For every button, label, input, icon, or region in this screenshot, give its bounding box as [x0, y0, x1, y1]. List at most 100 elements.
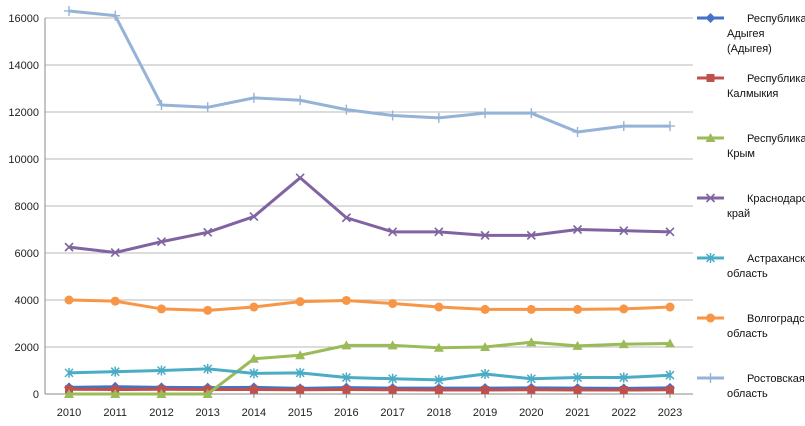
series-line: [68, 387, 671, 392]
legend-marker: [705, 13, 716, 23]
data-point: [203, 227, 213, 237]
data-point: [387, 110, 398, 121]
data-point: [434, 374, 444, 385]
series-line: [68, 9, 670, 134]
x-axis: 2010 2011 2012 2013 2014 2015 2016 2017 2018 2019…: [57, 394, 682, 419]
data-point: [480, 304, 490, 314]
data-point: [573, 386, 582, 395]
data-point: [619, 386, 628, 395]
data-point: [665, 302, 675, 312]
series-line: [68, 298, 671, 312]
y-tick-label: 4000: [15, 295, 39, 307]
data-point: [156, 389, 167, 398]
legend-label: Республика: [747, 73, 805, 85]
y-axis: 0 2000 4000 6000 8000 10000 12000 14000 16000: [8, 13, 46, 401]
legend-label: Астраханская: [747, 253, 805, 265]
data-point: [572, 126, 583, 137]
data-point: [341, 340, 352, 350]
data-point: [481, 386, 490, 395]
x-tick-label: 2011: [103, 407, 127, 419]
series-4: [64, 363, 675, 385]
data-point: [480, 108, 491, 119]
data-point: [433, 342, 444, 352]
legend-label: Краснодарский: [747, 193, 805, 205]
data-point: [480, 230, 490, 240]
legend-item: Волгоградская область: [697, 313, 805, 340]
legend-label: Калмыкия: [727, 88, 778, 100]
data-point: [573, 304, 583, 314]
series-5: [64, 295, 675, 315]
data-point: [295, 367, 305, 378]
data-point: [433, 112, 444, 123]
y-tick-label: 6000: [15, 248, 39, 260]
data-point: [110, 389, 121, 398]
x-tick-label: 2023: [658, 407, 682, 419]
x-tick-label: 2019: [473, 407, 497, 419]
legend-label: край: [727, 208, 750, 220]
x-tick-label: 2018: [427, 407, 451, 419]
legend-item: Республика Калмыкия: [697, 73, 805, 100]
data-point: [434, 227, 444, 237]
data-point: [296, 385, 305, 394]
data-point: [202, 102, 213, 113]
data-point: [110, 296, 120, 306]
data-point: [434, 302, 444, 312]
data-point: [341, 295, 351, 305]
data-point: [156, 365, 166, 376]
data-point: [295, 297, 305, 307]
x-tick-label: 2010: [57, 407, 81, 419]
gridlines: [45, 17, 693, 395]
data-point: [526, 230, 536, 240]
data-point: [526, 337, 537, 347]
legend-label: область: [727, 328, 768, 340]
legend-marker: [705, 133, 716, 142]
data-point: [202, 389, 213, 398]
data-point: [665, 227, 675, 237]
data-point: [203, 305, 213, 315]
x-tick-label: 2017: [380, 407, 404, 419]
y-tick-label: 2000: [15, 342, 39, 354]
data-point: [434, 386, 443, 395]
legend-label: область: [727, 268, 768, 280]
y-tick-label: 12000: [8, 107, 39, 119]
data-point: [527, 385, 536, 394]
series-line: [68, 176, 671, 255]
data-point: [203, 363, 213, 374]
legend-marker: [706, 313, 715, 323]
data-point: [526, 108, 537, 119]
y-tick-label: 14000: [8, 60, 39, 72]
data-point: [665, 370, 675, 381]
data-point: [619, 226, 629, 236]
data-point: [665, 121, 675, 132]
data-point: [248, 353, 259, 363]
legend-label: Ростовская: [747, 373, 805, 385]
data-point: [388, 227, 398, 237]
y-tick-label: 0: [33, 389, 39, 401]
data-point: [295, 95, 306, 106]
series-0: [64, 381, 675, 394]
data-point: [387, 340, 398, 350]
series-line: [69, 340, 671, 396]
legend-label: область: [727, 388, 768, 400]
data-point: [110, 10, 121, 21]
data-point: [156, 237, 167, 247]
data-point: [110, 366, 120, 377]
series-line: [68, 367, 671, 382]
series-6: [64, 5, 675, 137]
legend-item: Республика Адыгея (Адыгея): [697, 13, 805, 55]
x-tick-label: 2022: [612, 407, 636, 419]
legend-item: Республика Крым: [697, 133, 805, 160]
data-point: [342, 385, 351, 394]
data-point: [572, 340, 583, 350]
data-point: [295, 173, 305, 183]
data-point: [618, 339, 629, 349]
data-point: [341, 213, 351, 223]
data-point: [480, 369, 490, 380]
x-tick-label: 2015: [288, 407, 312, 419]
data-point: [110, 247, 120, 258]
data-point: [64, 5, 74, 16]
data-point: [248, 92, 259, 103]
data-point: [156, 304, 166, 314]
data-point: [295, 350, 306, 360]
legend-marker: [706, 74, 715, 82]
